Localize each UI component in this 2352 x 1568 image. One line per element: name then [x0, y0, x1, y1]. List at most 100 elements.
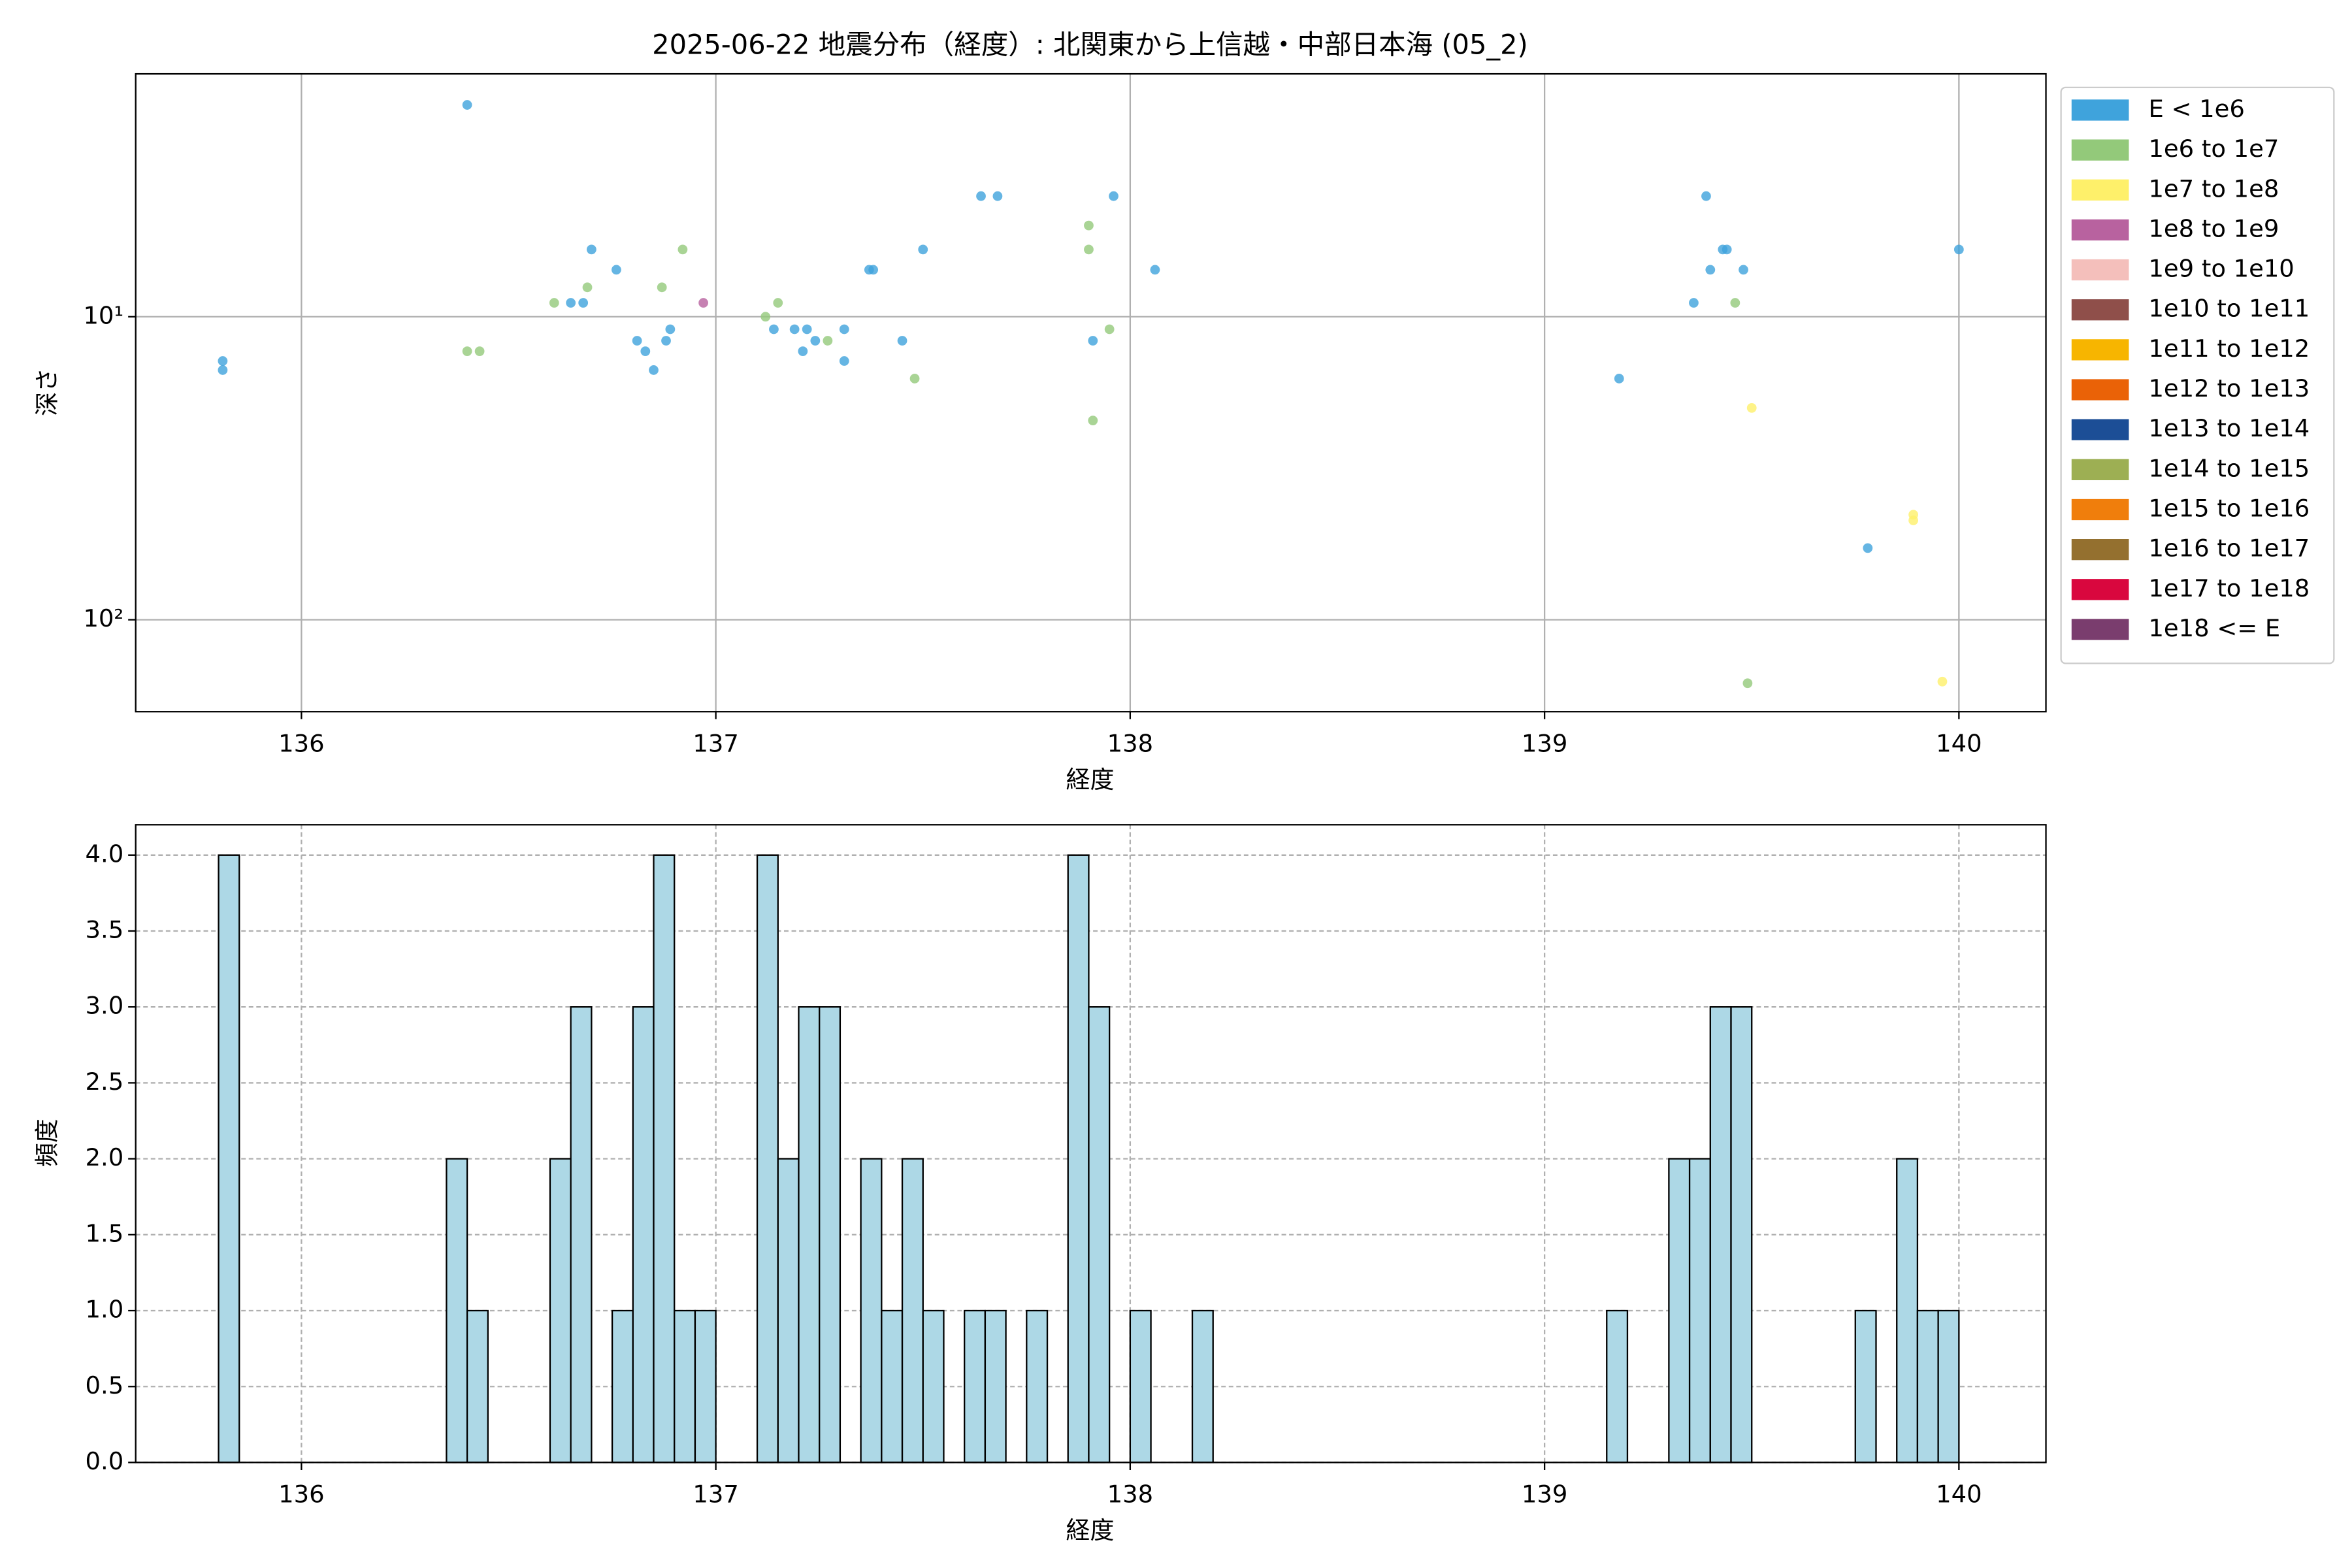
data-point	[1722, 244, 1732, 255]
y-tick-label: 10¹	[83, 301, 123, 329]
data-point	[462, 100, 472, 110]
legend-label: 1e18 <= E	[2148, 614, 2280, 642]
data-point	[649, 365, 659, 375]
bar	[1067, 854, 1090, 1463]
data-point	[474, 346, 485, 357]
bar	[466, 1309, 489, 1463]
data-point	[1742, 678, 1753, 689]
data-point	[992, 191, 1003, 201]
legend-swatch	[2071, 619, 2129, 640]
legend-swatch	[2071, 539, 2129, 561]
bar	[674, 1309, 696, 1463]
y-axis-label: 頻度	[33, 1119, 61, 1167]
bar	[922, 1309, 945, 1463]
data-point	[976, 191, 986, 201]
data-point	[798, 346, 808, 357]
legend-label: 1e8 to 1e9	[2148, 214, 2279, 242]
data-point	[1088, 416, 1098, 425]
legend-swatch	[2071, 259, 2129, 281]
x-tick-label: 139	[1522, 1480, 1567, 1509]
bar	[653, 854, 676, 1463]
x-tick-label: 139	[1522, 730, 1567, 758]
legend-label: 1e16 to 1e17	[2148, 534, 2310, 563]
data-point	[868, 265, 879, 275]
data-point	[566, 298, 576, 308]
data-point	[1088, 336, 1098, 346]
legend-label: E < 1e6	[2148, 95, 2244, 123]
data-point	[909, 374, 920, 384]
legend-label: 1e7 to 1e8	[2148, 174, 2279, 203]
x-tick-label: 140	[1936, 1480, 1982, 1509]
bar	[984, 1309, 1007, 1463]
legend-box	[2060, 86, 2335, 664]
data-point	[1908, 510, 1918, 520]
data-point	[218, 356, 228, 366]
data-point	[1746, 403, 1757, 413]
bar	[549, 1158, 572, 1463]
bar	[1854, 1309, 1877, 1463]
legend-label: 1e17 to 1e18	[2148, 574, 2310, 602]
x-tick-label: 140	[1936, 730, 1982, 758]
data-point	[1739, 265, 1748, 275]
data-point	[1937, 676, 1948, 687]
data-point	[218, 365, 228, 375]
data-point	[462, 346, 472, 357]
data-point	[657, 282, 667, 293]
data-point	[612, 265, 621, 275]
x-axis-label: 経度	[1066, 1516, 1115, 1544]
y-tick-label: 3.5	[86, 916, 124, 944]
data-point	[678, 244, 688, 255]
data-point	[632, 336, 642, 346]
legend-swatch	[2071, 339, 2129, 361]
legend-label: 1e11 to 1e12	[2148, 335, 2310, 363]
data-point	[1689, 298, 1699, 308]
data-point	[1953, 244, 1964, 255]
y-tick-label: 1.0	[86, 1296, 124, 1324]
bar	[860, 1158, 883, 1463]
bar	[798, 1006, 821, 1463]
bar	[570, 1006, 593, 1463]
data-point	[1084, 244, 1094, 255]
data-point	[582, 282, 593, 293]
plot-frame	[135, 824, 2047, 1463]
y-tick-label: 4.0	[86, 840, 124, 868]
x-tick-label: 137	[693, 730, 738, 758]
y-tick-label: 2.0	[86, 1143, 124, 1171]
data-point	[1863, 543, 1873, 553]
bar	[1896, 1158, 1919, 1463]
bar	[1916, 1309, 1939, 1463]
bar	[901, 1158, 924, 1463]
bar	[1668, 1158, 1691, 1463]
bar	[1191, 1309, 1214, 1463]
data-point	[810, 336, 821, 346]
bar	[1026, 1309, 1049, 1463]
plot-frame	[135, 73, 2047, 713]
data-point	[586, 244, 596, 255]
bar	[1129, 1309, 1152, 1463]
legend-swatch	[2071, 219, 2129, 241]
legend-label: 1e9 to 1e10	[2148, 255, 2294, 283]
bar	[632, 1006, 655, 1463]
legend-swatch	[2071, 419, 2129, 440]
y-tick-label: 2.5	[86, 1068, 124, 1096]
data-point	[823, 336, 833, 346]
y-axis-label: 深さ	[33, 368, 61, 416]
legend-label: 1e10 to 1e11	[2148, 295, 2310, 323]
bar	[756, 854, 779, 1463]
legend-swatch	[2071, 179, 2129, 201]
data-point	[549, 298, 559, 308]
legend-label: 1e13 to 1e14	[2148, 414, 2310, 442]
bar	[881, 1309, 904, 1463]
data-point	[661, 336, 671, 346]
chart-title: 2025-06-22 地震分布（経度）: 北関東から上信越・中部日本海 (05_…	[652, 29, 1528, 61]
data-point	[665, 324, 676, 335]
data-point	[698, 298, 708, 308]
data-point	[1109, 191, 1119, 201]
data-point	[640, 346, 651, 357]
y-tick-label: 0.5	[86, 1371, 124, 1399]
data-point	[789, 324, 800, 335]
data-point	[897, 336, 907, 346]
legend-label: 1e14 to 1e15	[2148, 454, 2310, 482]
bar	[611, 1309, 634, 1463]
